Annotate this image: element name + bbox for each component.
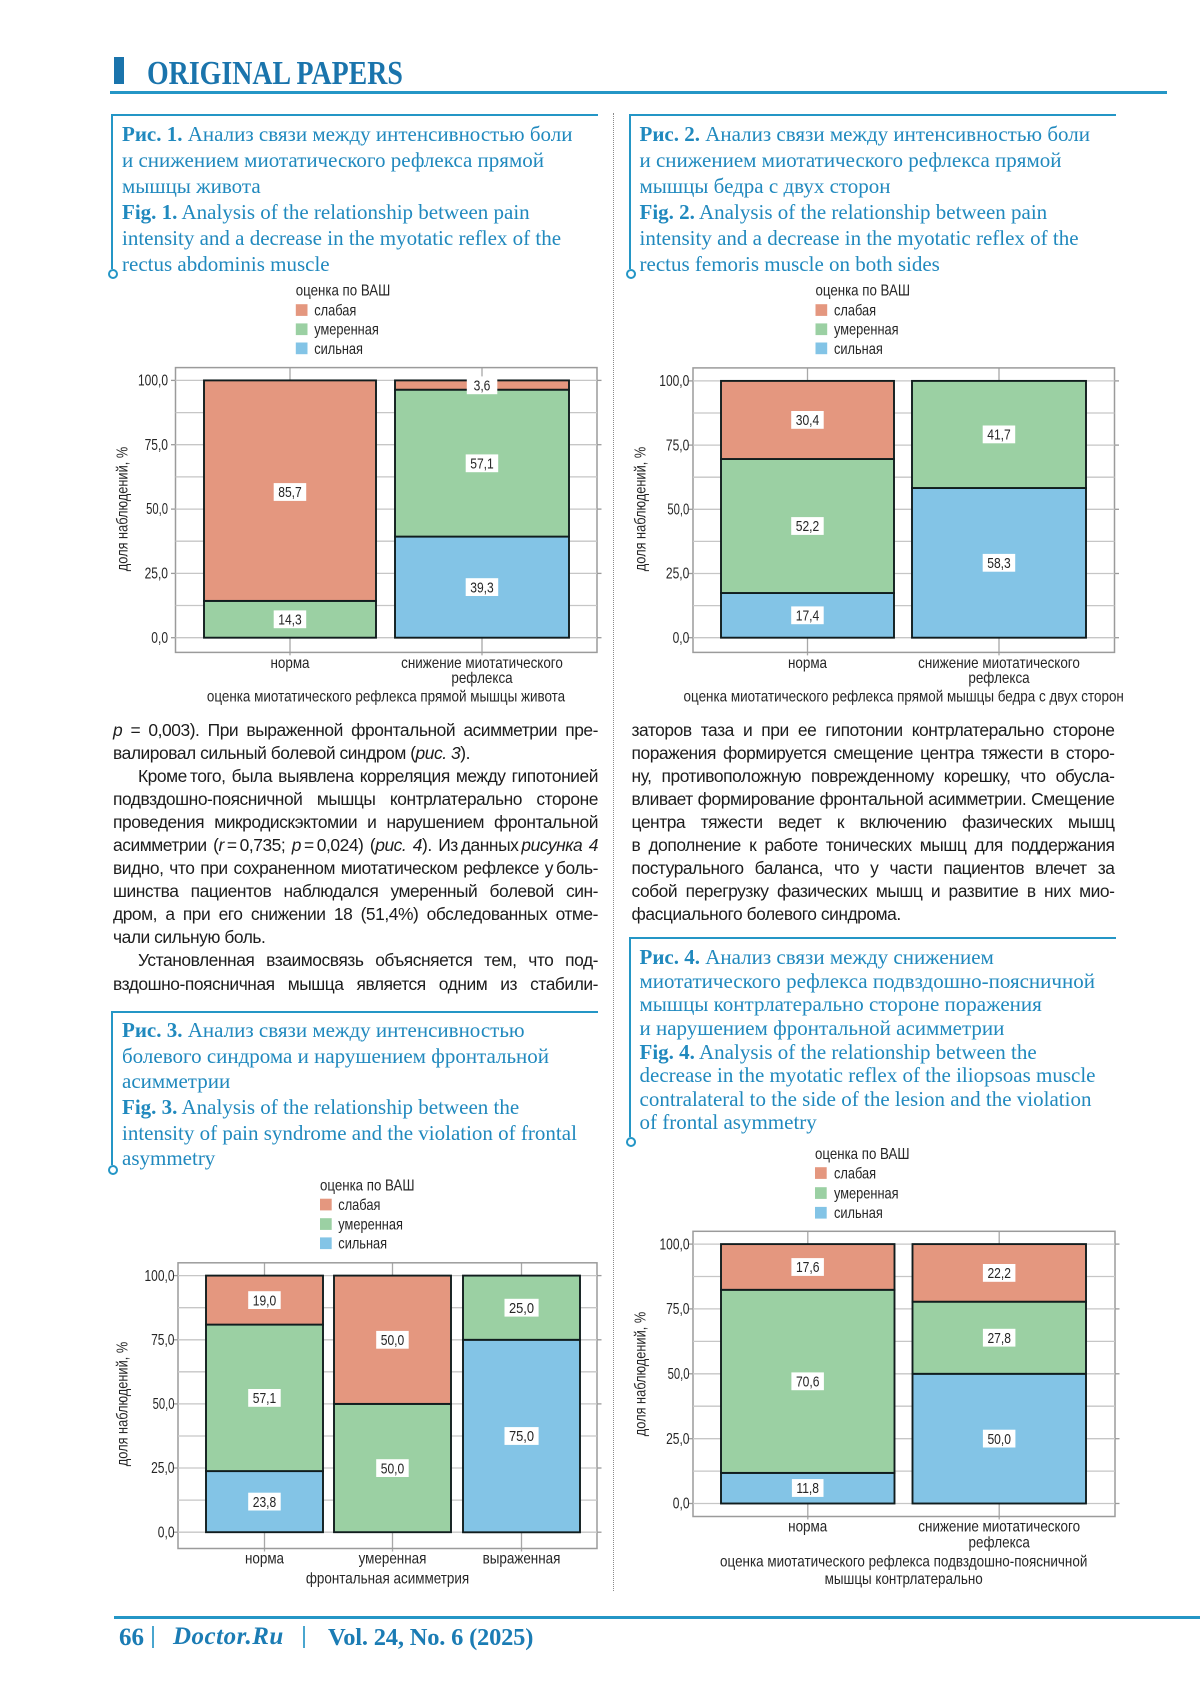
svg-text:17,6: 17,6	[796, 1259, 820, 1276]
svg-text:норма: норма	[788, 655, 827, 672]
svg-text:25,0: 25,0	[151, 1460, 174, 1477]
svg-text:слабая: слабая	[834, 303, 876, 320]
svg-text:умеренная: умеренная	[834, 322, 899, 339]
svg-text:50,0: 50,0	[987, 1431, 1011, 1448]
svg-text:оценка миотатического рефлекса: оценка миотатического рефлекса прямой мы…	[207, 688, 565, 705]
svg-text:норма: норма	[788, 1519, 827, 1536]
svg-text:57,1: 57,1	[470, 456, 494, 473]
svg-text:рефлекса: рефлекса	[968, 670, 1029, 687]
svg-text:слабая: слабая	[834, 1166, 876, 1183]
svg-text:75,0: 75,0	[151, 1332, 174, 1349]
svg-text:57,1: 57,1	[253, 1390, 277, 1407]
svg-text:70,6: 70,6	[796, 1374, 820, 1391]
svg-text:доля наблюдений, %: доля наблюдений, %	[115, 1342, 132, 1466]
svg-text:25,0: 25,0	[666, 1431, 689, 1448]
svg-text:19,0: 19,0	[253, 1292, 277, 1309]
svg-text:75,0: 75,0	[666, 1301, 689, 1318]
svg-text:75,0: 75,0	[509, 1428, 534, 1445]
svg-text:30,4: 30,4	[796, 412, 820, 429]
svg-text:умеренная: умеренная	[834, 1186, 899, 1203]
svg-text:50,0: 50,0	[381, 1332, 405, 1349]
svg-text:слабая: слабая	[338, 1197, 380, 1214]
svg-text:слабая: слабая	[314, 303, 356, 320]
svg-text:41,7: 41,7	[987, 427, 1011, 444]
svg-text:сильная: сильная	[834, 1205, 883, 1222]
svg-text:сильная: сильная	[834, 341, 883, 358]
svg-text:11,8: 11,8	[796, 1480, 819, 1497]
svg-text:50,0: 50,0	[381, 1460, 405, 1477]
svg-text:доля наблюдений, %: доля наблюдений, %	[115, 447, 132, 571]
svg-text:оценка по ВАШ: оценка по ВАШ	[816, 283, 911, 300]
svg-text:снижение миотатического: снижение миотатического	[401, 655, 563, 672]
svg-text:25,0: 25,0	[509, 1300, 534, 1317]
svg-text:100,0: 100,0	[660, 1236, 690, 1253]
svg-text:25,0: 25,0	[145, 566, 168, 583]
svg-text:0,0: 0,0	[673, 630, 690, 647]
svg-text:мышцы контрлатерально: мышцы контрлатерально	[825, 1571, 983, 1588]
svg-text:75,0: 75,0	[145, 437, 168, 454]
svg-text:снижение миотатического: снижение миотатического	[918, 655, 1080, 672]
svg-text:14,3: 14,3	[278, 612, 302, 629]
svg-text:снижение миотатического: снижение миотатического	[918, 1519, 1080, 1536]
svg-text:умеренная: умеренная	[359, 1550, 427, 1567]
svg-text:0,0: 0,0	[673, 1496, 690, 1513]
svg-text:норма: норма	[245, 1550, 284, 1567]
svg-text:27,8: 27,8	[987, 1330, 1011, 1347]
svg-text:оценка по ВАШ: оценка по ВАШ	[296, 283, 391, 300]
svg-text:сильная: сильная	[338, 1236, 387, 1253]
svg-text:умеренная: умеренная	[314, 322, 379, 339]
svg-text:100,0: 100,0	[145, 1268, 175, 1285]
svg-text:оценка по ВАШ: оценка по ВАШ	[320, 1177, 415, 1194]
svg-text:оценка миотатического рефлекса: оценка миотатического рефлекса прямой мы…	[684, 688, 1124, 705]
svg-text:рефлекса: рефлекса	[451, 670, 512, 687]
svg-text:сильная: сильная	[314, 341, 363, 358]
svg-text:50,0: 50,0	[667, 502, 689, 519]
svg-text:оценка миотатического рефлекса: оценка миотатического рефлекса подвздошн…	[720, 1554, 1087, 1571]
svg-text:норма: норма	[270, 655, 309, 672]
svg-text:85,7: 85,7	[278, 484, 302, 501]
svg-text:52,2: 52,2	[796, 518, 820, 535]
svg-text:39,3: 39,3	[470, 579, 494, 596]
svg-text:100,0: 100,0	[659, 373, 689, 390]
svg-text:умеренная: умеренная	[338, 1217, 403, 1234]
svg-text:50,0: 50,0	[146, 501, 168, 518]
svg-text:23,8: 23,8	[253, 1494, 277, 1511]
svg-text:22,2: 22,2	[987, 1265, 1011, 1282]
svg-text:50,0: 50,0	[668, 1366, 690, 1383]
svg-text:17,4: 17,4	[796, 608, 820, 625]
svg-text:доля наблюдений, %: доля наблюдений, %	[633, 1312, 650, 1436]
svg-text:доля наблюдений, %: доля наблюдений, %	[633, 447, 650, 571]
svg-text:3,6: 3,6	[474, 378, 491, 395]
svg-text:75,0: 75,0	[666, 437, 689, 454]
svg-text:58,3: 58,3	[987, 555, 1011, 572]
svg-text:фронтальная асимметрия: фронтальная асимметрия	[306, 1571, 469, 1588]
svg-text:25,0: 25,0	[666, 566, 689, 583]
svg-text:рефлекса: рефлекса	[969, 1534, 1030, 1551]
svg-text:100,0: 100,0	[138, 373, 168, 390]
svg-text:выраженная: выраженная	[483, 1550, 561, 1567]
svg-text:0,0: 0,0	[151, 630, 168, 647]
svg-text:оценка по ВАШ: оценка по ВАШ	[815, 1146, 910, 1163]
svg-text:50,0: 50,0	[153, 1396, 175, 1413]
svg-text:0,0: 0,0	[158, 1524, 175, 1541]
